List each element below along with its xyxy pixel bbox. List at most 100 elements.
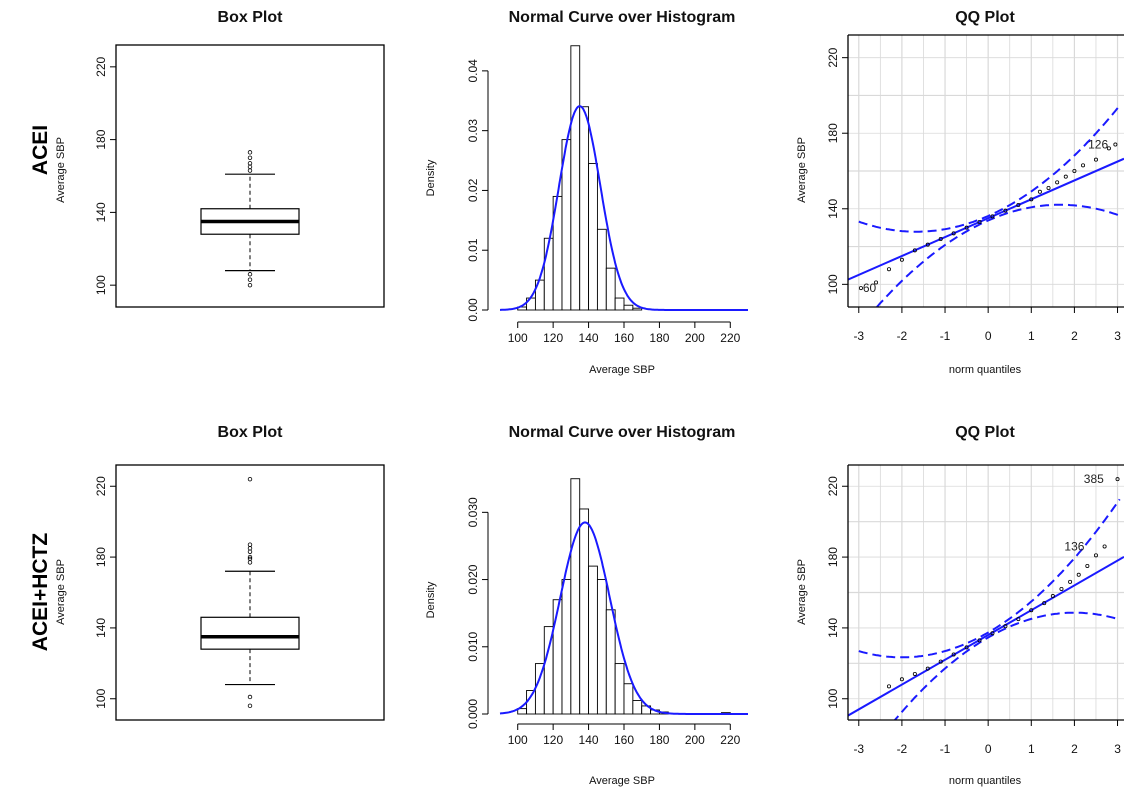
box1-ytick-label-1: 140 [94,202,108,222]
qq1-xtick-label-3: 0 [985,329,992,343]
box-plot-acei: 100 140 180 220 [94,44,385,308]
qq1-point-21 [1106,146,1111,151]
qq2-point-8 [990,631,995,636]
hist2-xtick-label-5: 200 [685,733,705,747]
panel-2-title: Normal Curve over Histogram [509,9,736,26]
hist2-normal-curve [499,521,748,715]
box1-ytick-label-2: 180 [94,129,108,149]
hist2-xtick-label-0: 100 [508,733,528,747]
panel-4-ylabel: Average SBP [55,559,67,625]
qq2-xtick-label-3: 0 [985,742,992,756]
hist2-ytick-label-3: 0.030 [466,497,480,527]
box1-outlier-1 [247,164,253,170]
hist1-ytick-label-3: 0.03 [466,119,480,143]
qq1-point-15 [1046,185,1051,190]
qq1-ref-line [848,157,1124,281]
qq1-point-13 [1029,197,1034,202]
qq1-annotation-0: 126 [1088,138,1108,152]
qq2-xtick-label-4: 1 [1028,742,1035,756]
box1-outlier-0 [247,168,253,173]
hist2-ytick-label-0: 0.000 [466,699,480,729]
qq1-point-20 [1093,157,1098,162]
hist2-bar-8 [588,565,598,715]
qq1-point-2 [886,267,891,272]
hist1-bar-7 [579,106,590,311]
qq1-point-10 [990,214,995,219]
hist1-bar-13 [632,307,643,311]
hist1-xtick-label-4: 180 [649,331,669,345]
qq2-point-4 [938,659,943,664]
box2-box [200,616,300,650]
hist2-xtick-label-3: 160 [614,733,634,747]
qq2-point-17 [1085,563,1090,568]
qq2-point-6 [964,645,969,650]
qq2-ytick-label-2: 180 [826,547,840,567]
qq1-point-6 [938,236,943,241]
hist1-xtick-label-1: 120 [543,331,563,345]
qq1-point-14 [1037,189,1042,194]
qq2-xtick-label-0: -3 [853,742,864,756]
hist2-bar-4 [552,599,563,715]
qq1-point-12 [1016,202,1021,207]
qq2-point-14 [1059,586,1064,591]
qq2-xtick-label-2: -1 [940,742,951,756]
hist1-normal-curve [500,105,748,311]
hist1-bar-6 [570,45,581,311]
hist1-xtick-label-2: 140 [579,331,599,345]
qq2-xtick-label-5: 2 [1071,742,1078,756]
qq1-point-9 [977,219,982,224]
row-label-acei-hctz: ACEI+HCTZ [29,533,52,652]
panel-5-title: Normal Curve over Histogram [509,424,736,441]
hist1-ytick-label-0: 0.00 [466,298,480,322]
qq2-ytick-label-3: 220 [826,476,840,496]
box2-outlier-8 [247,703,253,709]
qq2-point-9 [1003,624,1008,629]
hist1-xtick-label-3: 160 [614,331,634,345]
box1-frame [115,44,385,308]
qq1-point-0 [858,286,863,291]
qq2-point-16 [1076,572,1081,577]
qq2-point-12 [1042,601,1047,606]
qq1-xtick-label-6: 3 [1114,329,1121,343]
hist1-ytick-label-1: 0.01 [466,238,480,262]
qq2-point-3 [925,666,930,671]
box1-outlier-6 [247,277,253,282]
qq1-xtick-label-1: -2 [897,329,908,343]
panel-1-ylabel: Average SBP [55,137,67,203]
box1-outlier-7 [247,282,253,288]
panel-6-xlabel: norm quantiles [949,775,1022,787]
hist1-bar-11 [614,297,625,311]
qq1-band-lower [875,203,1121,307]
qq1-ytick-label-2: 180 [826,123,840,143]
qq-plot-acei-hctz: 385 136 100 140 180 220 -3 -2 -1 0 1 2 3 [826,464,1124,756]
qq1-xtick-label-2: -1 [940,329,951,343]
qq1-xtick-label-5: 2 [1071,329,1078,343]
box1-outlier-5 [247,272,253,277]
hist2-bar-9 [596,579,607,715]
qq2-annotation-0: 385 [1084,472,1104,486]
hist1-bar-3 [543,237,554,311]
panel-1-title: Box Plot [218,9,284,26]
hist2-xtick-label-6: 220 [720,733,740,747]
qq2-point-18 [1093,553,1098,558]
hist1-bar-9 [596,228,607,311]
hist1-xtick-label-0: 100 [508,331,528,345]
box1-outlier-2 [247,161,253,166]
qq1-point-18 [1072,168,1077,173]
box2-outlier-4 [247,546,253,551]
qq2-ytick-label-1: 140 [826,618,840,638]
hist2-xtick-label-2: 140 [579,733,599,747]
hist2-bar-11 [614,663,625,715]
hist2-bar-1 [526,690,536,715]
box1-outlier-3 [247,155,253,161]
box2-outlier-7 [247,694,253,700]
qq1-annotation-1: 60 [863,281,877,295]
panel-2-ylabel: Density [425,159,437,196]
box2-outlier-3 [247,549,253,554]
qq1-point-1 [874,280,879,285]
qq1-ytick-label-1: 140 [826,198,840,218]
qq2-point-15 [1068,579,1073,584]
panel-3-ylabel: Average SBP [796,137,808,203]
hist1-bar-12 [623,304,634,311]
box1-ytick-label-3: 220 [94,57,108,77]
